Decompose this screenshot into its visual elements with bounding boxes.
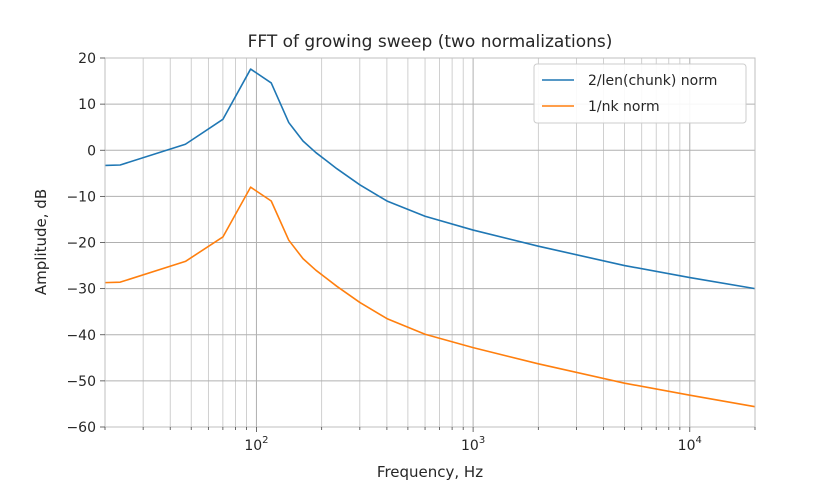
x-tick-label-base: 10	[244, 438, 262, 454]
legend-box	[533, 63, 747, 124]
chart-title: FFT of growing sweep (two normalizations…	[248, 32, 613, 52]
y-tick-label: −40	[66, 328, 96, 344]
series-line-0	[104, 68, 756, 290]
y-tick-label: 20	[78, 51, 96, 67]
y-tick-label: 0	[87, 143, 96, 159]
y-tick-label: −60	[66, 420, 96, 436]
legend-label-blue: 2/len(chunk) norm	[588, 73, 717, 89]
legend: 2/len(chunk) norm 1/nk norm	[533, 63, 747, 124]
x-tick-label-base: 10	[678, 438, 696, 454]
series-line-1	[104, 186, 756, 408]
y-axis-label: Amplitude, dB	[32, 189, 50, 295]
x-tick-label-base: 10	[461, 438, 479, 454]
x-tick-label: 103	[461, 435, 485, 454]
y-tick-label: −10	[66, 189, 96, 205]
legend-label-orange: 1/nk norm	[588, 99, 660, 115]
x-tick-label: 104	[678, 435, 702, 454]
x-tick-label-exponent: 2	[262, 435, 268, 446]
y-tick-label: 10	[78, 97, 96, 113]
series-layer	[104, 68, 756, 408]
y-tick-label: −20	[66, 236, 96, 252]
y-tick-label: −50	[66, 374, 96, 390]
x-tick-label: 102	[244, 435, 268, 454]
x-tick-label-exponent: 4	[696, 435, 702, 446]
x-tick-label-exponent: 3	[479, 435, 485, 446]
y-tick-label: −30	[66, 282, 96, 298]
x-axis-label: Frequency, Hz	[377, 463, 483, 480]
